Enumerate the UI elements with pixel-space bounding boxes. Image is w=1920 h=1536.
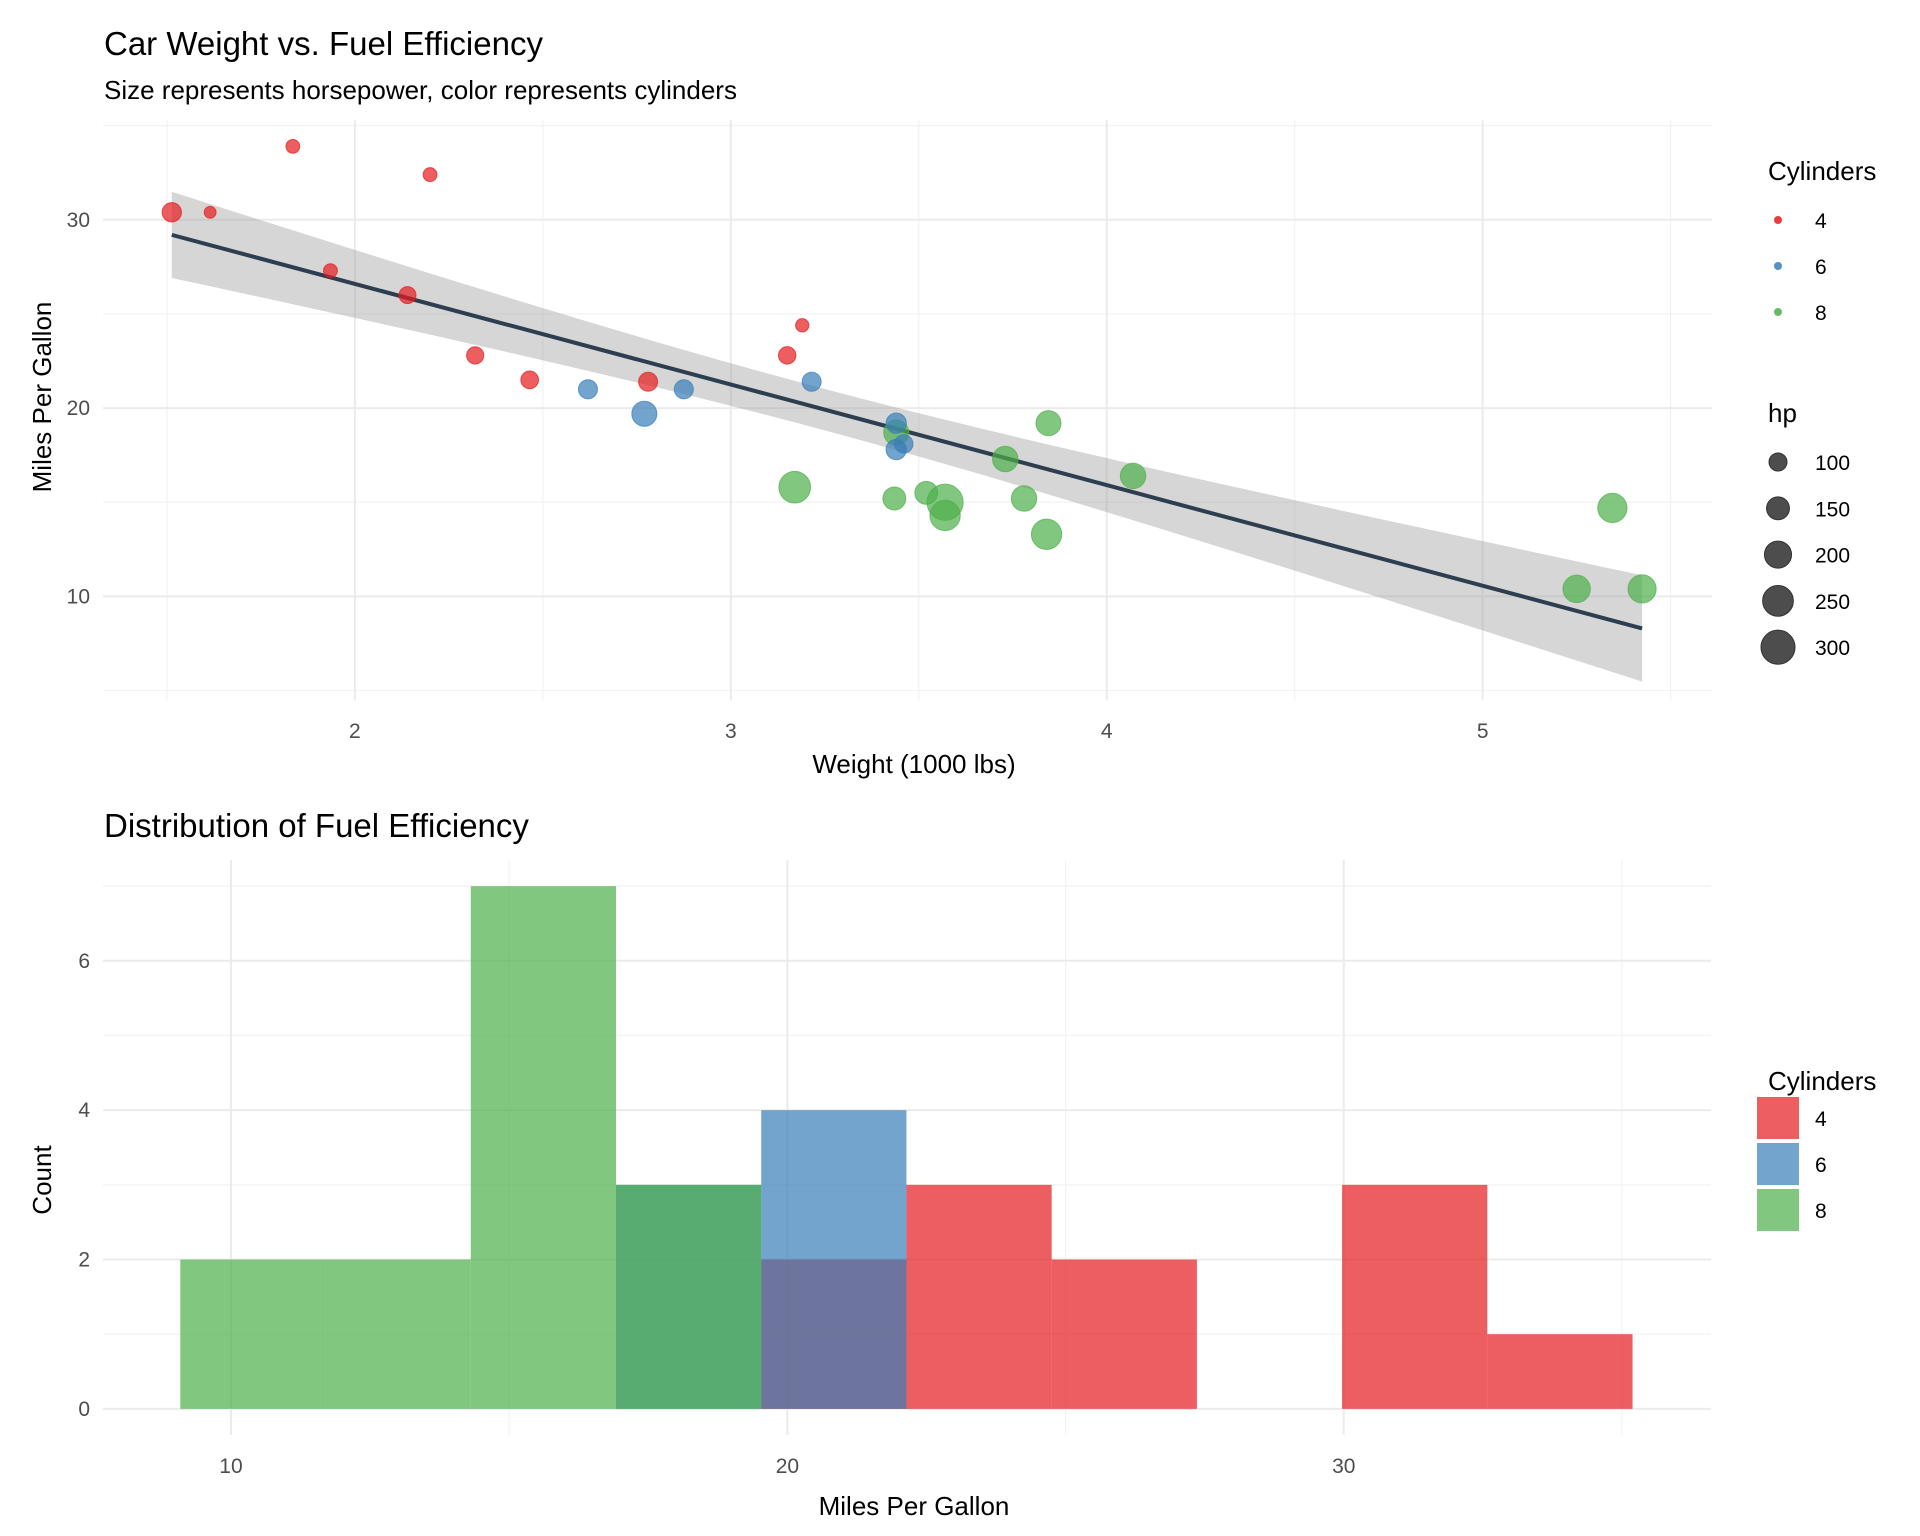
legend-size-label: 250 — [1815, 591, 1850, 614]
legend-size-label: 200 — [1815, 545, 1850, 568]
legend-color-label: 8 — [1815, 302, 1827, 325]
histogram-title: Distribution of Fuel Efficiency — [104, 807, 529, 844]
histogram-bar — [325, 1259, 471, 1409]
data-point — [161, 202, 182, 223]
y-tick-label: 0 — [78, 1398, 90, 1421]
legend-hp-title: hp — [1768, 398, 1797, 428]
legend-size-key — [1760, 629, 1796, 665]
x-tick-label: 20 — [776, 1455, 799, 1478]
x-tick-label: 3 — [725, 720, 737, 743]
data-point — [1627, 574, 1657, 604]
legend-color-key — [1774, 308, 1782, 316]
histogram-bar — [1051, 1259, 1197, 1409]
data-point — [422, 167, 438, 183]
y-tick-label: 6 — [78, 950, 90, 973]
histogram-panel: Distribution of Fuel Efficiency 10 20 30 0 2… — [27, 807, 1876, 1521]
legend-fill-label: 6 — [1815, 1154, 1827, 1177]
data-point — [926, 483, 964, 521]
data-point — [577, 379, 598, 400]
data-point — [882, 486, 907, 511]
legend-fill-label: 8 — [1815, 1200, 1827, 1223]
legend-fill-label: 4 — [1815, 1108, 1827, 1131]
scatter-y-axis-title: Miles Per Gallon — [27, 302, 57, 493]
x-tick-label: 2 — [349, 720, 361, 743]
data-point — [322, 263, 338, 279]
data-point — [1562, 574, 1591, 604]
y-tick-label: 30 — [67, 209, 90, 232]
histogram-bar — [616, 1184, 762, 1409]
data-point — [801, 371, 822, 392]
data-point — [638, 371, 659, 392]
histogram-tick-labels: 10 20 30 0 2 4 6 — [78, 950, 1355, 1478]
data-point — [398, 286, 417, 305]
scatter-tick-labels: 2 3 4 5 10 20 30 — [67, 209, 1489, 743]
histogram-bar — [180, 1259, 326, 1409]
data-point — [631, 400, 658, 427]
data-point — [520, 370, 540, 390]
legend-fill-key — [1757, 1097, 1799, 1139]
legend-size-label: 300 — [1815, 637, 1850, 660]
legend-fill-key — [1757, 1143, 1799, 1185]
data-point — [795, 318, 810, 333]
data-point — [673, 379, 694, 400]
x-tick-label: 4 — [1101, 720, 1113, 743]
legend-size-key — [1768, 452, 1788, 472]
data-point — [1030, 518, 1063, 550]
x-tick-label: 10 — [219, 1455, 242, 1478]
histogram-y-axis-title: Count — [27, 1145, 57, 1215]
y-tick-label: 20 — [67, 397, 90, 420]
data-point — [1597, 492, 1628, 524]
legend-size-key — [1766, 496, 1790, 521]
data-point — [992, 445, 1019, 473]
legend-fill-key — [1757, 1189, 1799, 1231]
data-point — [285, 138, 301, 154]
histogram-bars — [180, 886, 1633, 1409]
histogram-bar — [906, 1184, 1052, 1409]
scatter-x-axis-title: Weight (1000 lbs) — [812, 749, 1015, 779]
scatter-points — [161, 138, 1657, 604]
legend-color-key — [1774, 262, 1782, 270]
legend-color-label: 6 — [1815, 256, 1827, 279]
legend-size-label: 150 — [1815, 498, 1850, 521]
legend-size-key — [1763, 540, 1793, 569]
data-point — [1119, 462, 1147, 490]
data-point — [1010, 485, 1038, 512]
histogram-x-axis-title: Miles Per Gallon — [819, 1491, 1010, 1521]
histogram-legend-title: Cylinders — [1768, 1066, 1876, 1096]
scatter-title: Car Weight vs. Fuel Efficiency — [104, 25, 543, 62]
y-tick-label: 4 — [78, 1099, 90, 1122]
histogram-bar — [470, 886, 617, 1409]
histogram-bar — [1487, 1334, 1633, 1409]
data-point — [885, 438, 907, 461]
data-point — [203, 205, 217, 219]
y-tick-label: 2 — [78, 1249, 90, 1272]
legend-size-key — [1762, 585, 1794, 617]
scatter-panel: Car Weight vs. Fuel Efficiency Size repr… — [27, 25, 1876, 779]
y-tick-label: 10 — [67, 585, 90, 608]
scatter-legend: Cylinders hp 4 6 8 100 150 200 250 300 — [1760, 156, 1876, 665]
legend-size-label: 100 — [1815, 452, 1850, 475]
histogram-bar — [1342, 1184, 1488, 1409]
legend-color-key — [1774, 216, 1782, 224]
data-point — [777, 346, 797, 365]
data-point — [778, 470, 812, 504]
legend-cylinders-title: Cylinders — [1768, 156, 1876, 186]
data-point — [1035, 410, 1062, 437]
data-point — [885, 412, 907, 434]
legend-color-label: 4 — [1815, 210, 1827, 233]
data-point — [466, 346, 485, 365]
x-tick-label: 5 — [1477, 720, 1489, 743]
x-tick-label: 30 — [1332, 1455, 1355, 1478]
histogram-legend: Cylinders 4 6 8 — [1757, 1066, 1876, 1231]
scatter-subtitle: Size represents horsepower, color repres… — [104, 75, 737, 105]
histogram-bar — [761, 1110, 907, 1409]
scatter-gridlines — [103, 120, 1712, 700]
